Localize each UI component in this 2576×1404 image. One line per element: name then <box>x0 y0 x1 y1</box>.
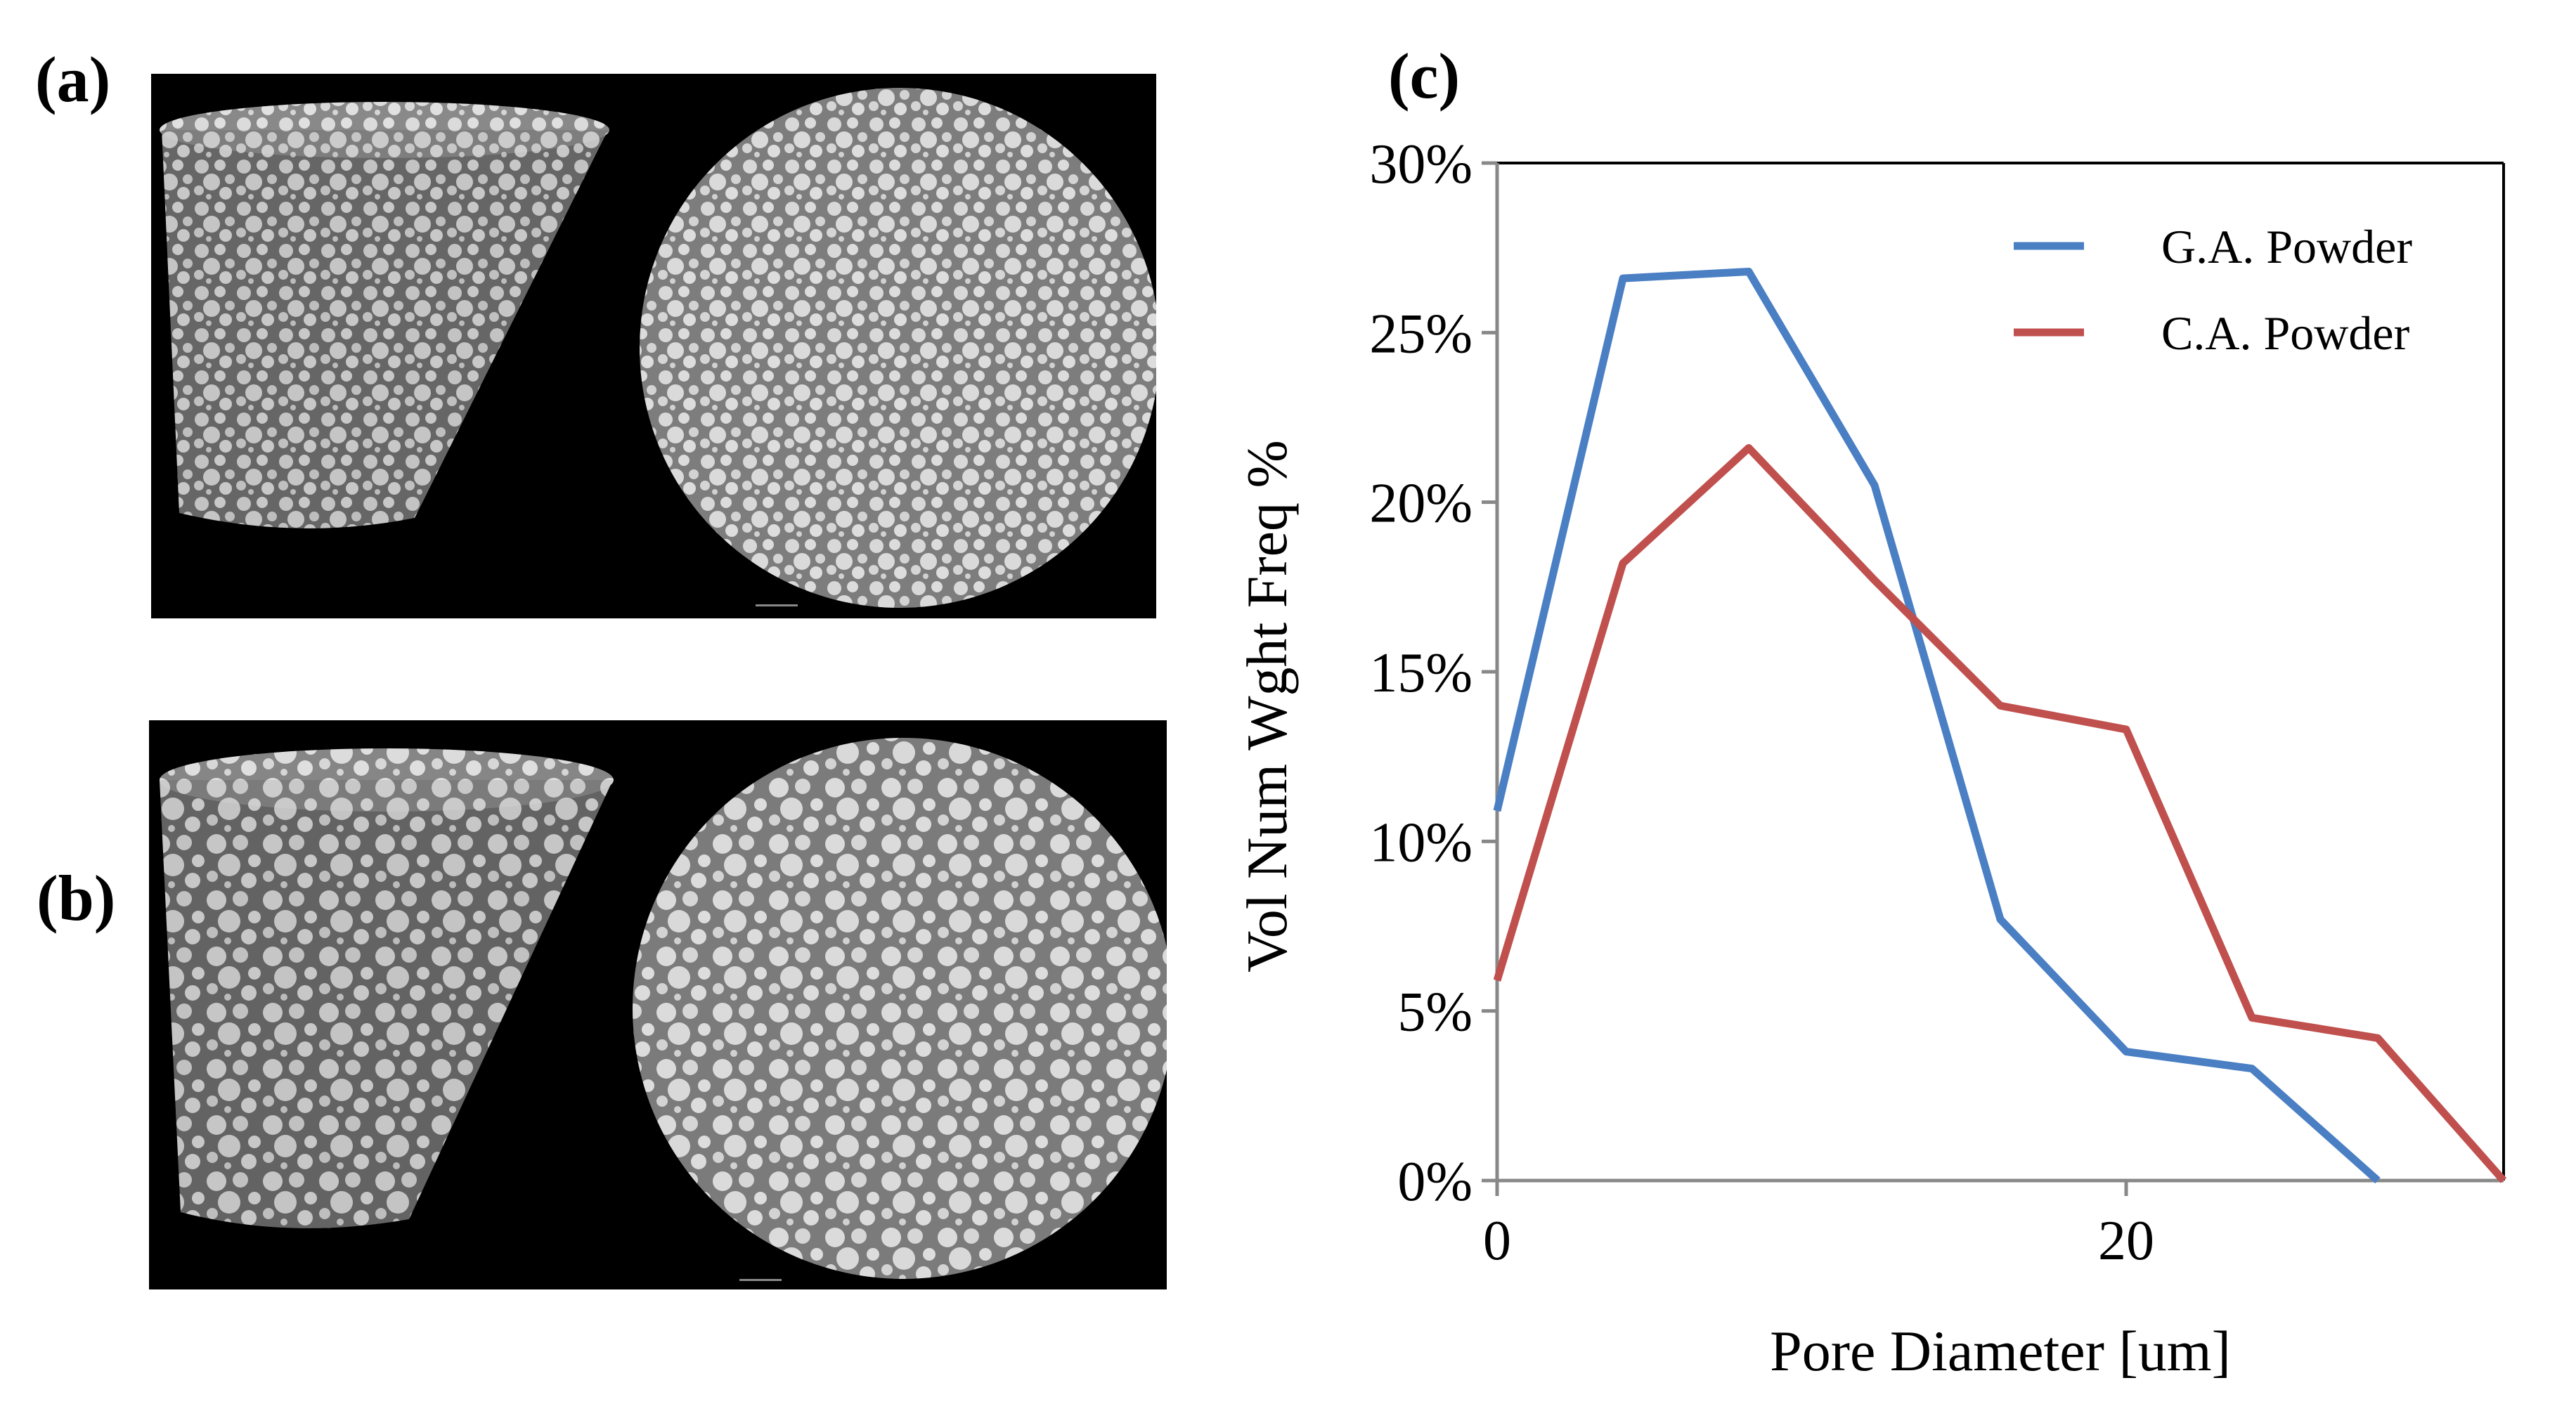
panel-label-b: (b) <box>37 862 116 934</box>
y-tick-label: 10% <box>1369 812 1473 873</box>
series-line-ga-powder <box>1493 267 2381 1184</box>
x-axis-label: Pore Diameter [um] <box>1770 1319 2231 1383</box>
y-axis-label: Vol Num Wght Freq % <box>1235 440 1299 973</box>
y-tick-label: 20% <box>1369 473 1473 535</box>
panel-label-a: (a) <box>35 44 111 115</box>
y-tick-label: 30% <box>1369 134 1473 195</box>
ct-image-panel-a <box>151 74 1156 618</box>
ct-image-a <box>160 88 1156 608</box>
y-tick-label: 0% <box>1397 1151 1473 1213</box>
legend-label: C.A. Powder <box>2161 306 2410 360</box>
y-tick-label: 25% <box>1369 303 1473 365</box>
ct-cylinder-render <box>160 748 614 1228</box>
series-line-ca-powder <box>1493 443 2507 1183</box>
y-tick-label: 5% <box>1397 982 1473 1044</box>
ct-cross-section <box>640 88 1156 608</box>
ct-image-b <box>160 738 1167 1281</box>
panel-label-c: (c) <box>1388 40 1461 112</box>
legend-label: G.A. Powder <box>2161 220 2412 273</box>
x-tick-label: 20 <box>2098 1210 2154 1272</box>
ct-cross-section <box>633 738 1167 1279</box>
x-tick-label: 0 <box>1483 1210 1511 1272</box>
ct-cylinder-render <box>160 102 609 528</box>
scale-bar <box>756 604 798 606</box>
scale-bar <box>739 1279 782 1281</box>
y-tick-label: 15% <box>1369 642 1473 704</box>
ct-image-panel-b <box>149 720 1167 1289</box>
